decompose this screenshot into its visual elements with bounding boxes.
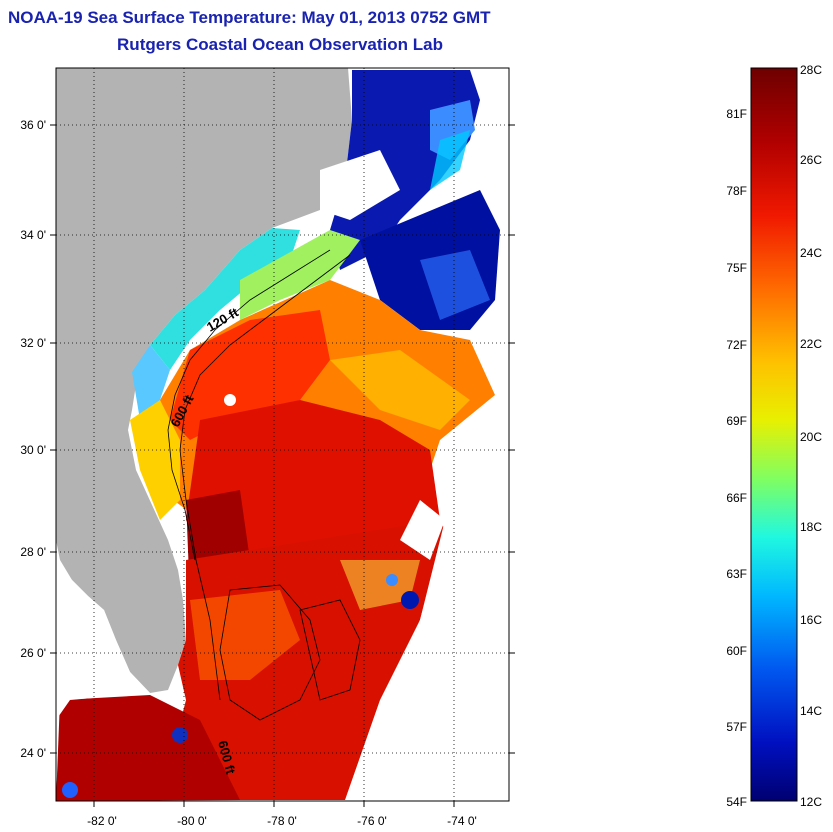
lon-label: -76 0' <box>357 814 387 828</box>
colorbar-fahrenheit-label: 78F <box>726 184 747 198</box>
sst-raster <box>56 68 509 801</box>
lat-label: 26 0' <box>20 646 46 660</box>
colorbar-fahrenheit-label: 66F <box>726 491 747 505</box>
lat-label: 36 0' <box>20 118 46 132</box>
lat-label: 24 0' <box>20 746 46 760</box>
lon-label: -74 0' <box>447 814 477 828</box>
lat-label: 34 0' <box>20 228 46 242</box>
lon-label: -78 0' <box>267 814 297 828</box>
lat-label: 30 0' <box>20 443 46 457</box>
colorbar-fahrenheit-label: 72F <box>726 338 747 352</box>
lat-label: 32 0' <box>20 336 46 350</box>
colorbar-fahrenheit-label: 75F <box>726 261 747 275</box>
colorbar-fahrenheit-label: 54F <box>726 795 747 809</box>
colorbar-fahrenheit-label: 69F <box>726 414 747 428</box>
chart-subtitle: Rutgers Coastal Ocean Observation Lab <box>117 35 443 54</box>
colorbar-celsius-label: 20C <box>800 430 822 444</box>
colorbar-fahrenheit-label: 63F <box>726 567 747 581</box>
lon-label: -82 0' <box>87 814 117 828</box>
colorbar-celsius-label: 14C <box>800 704 822 718</box>
map-ticks <box>50 124 515 807</box>
colorbar-celsius-label: 22C <box>800 337 822 351</box>
colorbar-celsius-label: 26C <box>800 153 822 167</box>
land-mass <box>56 68 352 693</box>
colorbar-celsius-label: 16C <box>800 613 822 627</box>
colorbar-fahrenheit-label: 57F <box>726 720 747 734</box>
chart-title: NOAA-19 Sea Surface Temperature: May 01,… <box>8 8 491 27</box>
colorbar-fahrenheit-label: 60F <box>726 644 747 658</box>
lon-label: -80 0' <box>177 814 207 828</box>
map-frame <box>55 67 510 802</box>
colorbar <box>750 67 798 802</box>
colorbar-fahrenheit-label: 81F <box>726 107 747 121</box>
colorbar-celsius-label: 24C <box>800 246 822 260</box>
colorbar-celsius-label: 12C <box>800 795 822 809</box>
colorbar-celsius-label: 18C <box>800 520 822 534</box>
lat-label: 28 0' <box>20 545 46 559</box>
colorbar-celsius-label: 28C <box>800 63 822 77</box>
